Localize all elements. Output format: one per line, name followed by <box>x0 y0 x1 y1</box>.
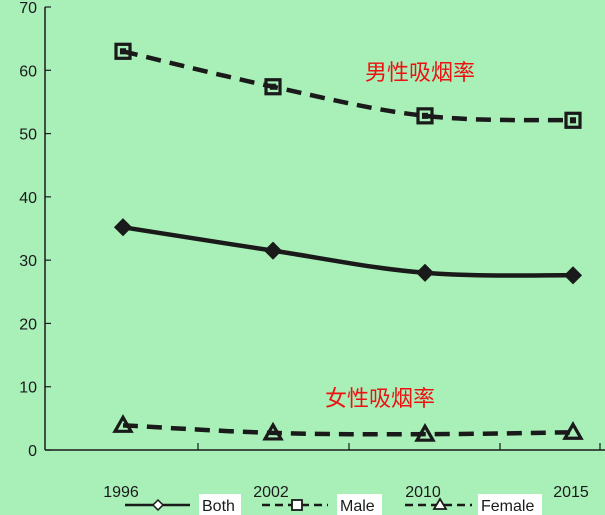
y-tick-label: 70 <box>19 0 37 17</box>
legend-label-bg <box>478 494 542 515</box>
diamond-marker <box>113 218 133 237</box>
square-marker <box>264 78 282 96</box>
series-female <box>112 414 584 442</box>
y-tick-label: 20 <box>19 316 37 333</box>
legend-marker <box>151 498 165 512</box>
series-lines <box>112 42 584 442</box>
x-tick-label: 2002 <box>253 484 289 501</box>
legend-marker <box>432 497 448 510</box>
diamond-marker <box>415 263 435 282</box>
y-tick-label: 0 <box>28 443 37 460</box>
square-marker <box>416 107 434 125</box>
x-tick-label: 2010 <box>405 484 441 501</box>
legend: Both Male Female <box>125 494 542 515</box>
axes: 0 10 20 30 40 50 60 70 1996 2002 2010 2015 <box>19 0 605 501</box>
series-line-female <box>122 423 574 437</box>
square-marker <box>114 42 132 60</box>
series-line-male <box>122 49 574 123</box>
legend-label: Male <box>340 498 375 515</box>
legend-label: Female <box>481 498 534 515</box>
triangle-marker <box>414 422 436 442</box>
series-male <box>114 42 582 129</box>
diamond-marker <box>263 241 283 260</box>
legend-label-bg <box>199 494 241 515</box>
y-tick-label: 30 <box>19 253 37 270</box>
annotation-female: 女性吸烟率 <box>325 386 435 411</box>
diamond-marker <box>563 266 583 285</box>
y-tick-label: 50 <box>19 127 37 144</box>
y-tick-label: 40 <box>19 190 37 207</box>
series-both <box>113 218 583 285</box>
triangle-marker <box>112 414 134 433</box>
annotation-male: 男性吸烟率 <box>365 60 475 85</box>
y-tick-label: 60 <box>19 63 37 80</box>
x-tick-label: 2015 <box>553 484 589 501</box>
triangle-marker <box>562 421 584 440</box>
legend-marker <box>291 499 303 511</box>
x-tick-label: 1996 <box>103 484 139 501</box>
legend-label-bg <box>337 494 382 515</box>
y-tick-label: 10 <box>19 380 37 397</box>
square-marker <box>564 111 582 129</box>
triangle-marker <box>262 421 284 441</box>
legend-item-both: Both <box>125 494 241 515</box>
series-line-both <box>122 225 574 278</box>
legend-label: Both <box>202 498 235 515</box>
legend-item-male: Male <box>262 494 382 515</box>
legend-item-female: Female <box>405 494 542 515</box>
